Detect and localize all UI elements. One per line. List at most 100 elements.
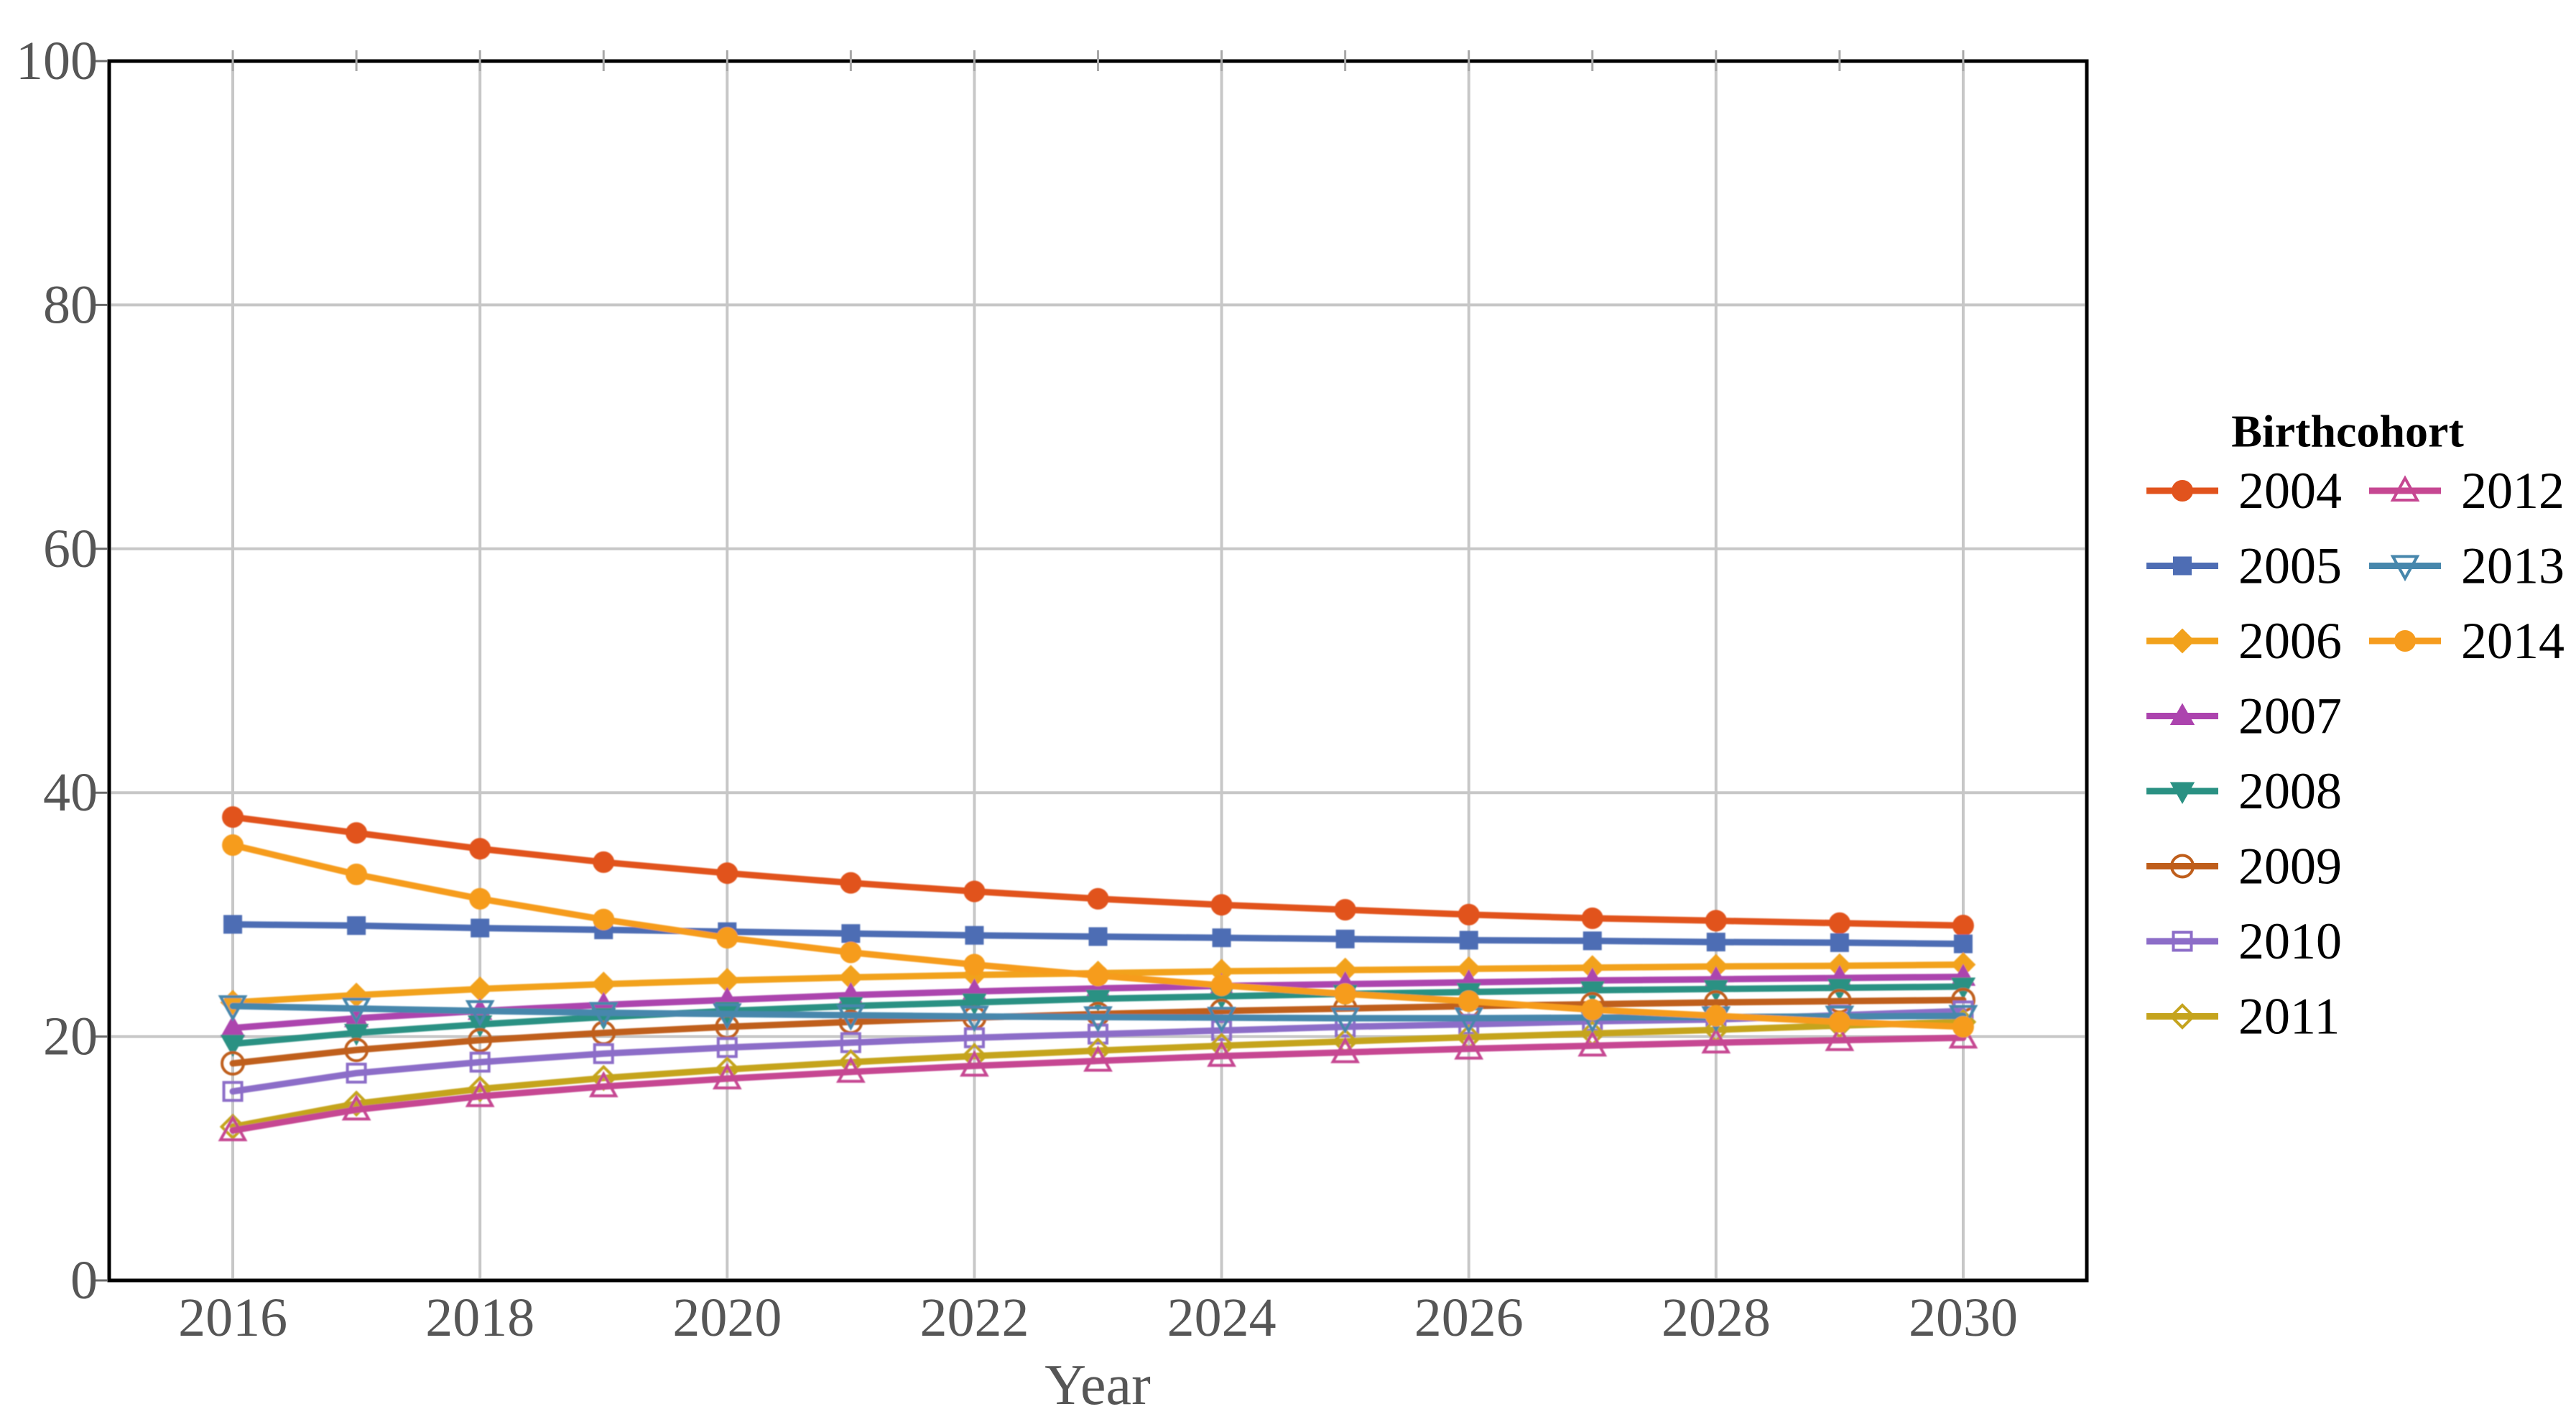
series-2004-marker-2016 bbox=[222, 806, 244, 828]
legend-swatch-marker-2010 bbox=[2172, 930, 2193, 952]
axis-ticks bbox=[92, 50, 1965, 1282]
legend-swatch-marker-2012 bbox=[2390, 475, 2420, 502]
series-2004-marker-2017 bbox=[346, 822, 368, 844]
series-2004-marker-2028 bbox=[1705, 910, 1727, 932]
legend-label-2010: 2010 bbox=[2238, 913, 2342, 970]
legend-item-2014: 2014 bbox=[2369, 612, 2565, 670]
series-2014-marker-2022 bbox=[963, 953, 986, 976]
series-2014-marker-2016 bbox=[222, 834, 244, 856]
series-2014-marker-2019 bbox=[593, 908, 615, 930]
series-2012-marker-2022 bbox=[960, 1050, 989, 1077]
series-2010-marker-2016 bbox=[222, 1081, 244, 1102]
y-tick-label-80: 80 bbox=[43, 274, 98, 335]
legend-label-2012: 2012 bbox=[2461, 462, 2565, 519]
series-2013-marker-2020 bbox=[712, 1003, 742, 1030]
series-2012-marker-2026 bbox=[1454, 1033, 1484, 1060]
series-2005-marker-2028 bbox=[1706, 933, 1725, 952]
series-2005-marker-2029 bbox=[1830, 933, 1849, 952]
series-2008-marker-2021 bbox=[838, 997, 863, 1020]
legend-label-2005: 2005 bbox=[2238, 537, 2342, 595]
series-2014-marker-2025 bbox=[1334, 983, 1356, 1005]
series-2014-marker-2030 bbox=[1952, 1016, 1974, 1038]
series-2005-marker-2026 bbox=[1459, 930, 1478, 950]
legend-swatch-marker-2014 bbox=[2394, 630, 2416, 652]
y-tick-label-0: 0 bbox=[70, 1250, 98, 1311]
series-2005-marker-2018 bbox=[471, 918, 490, 938]
legend-label-2007: 2007 bbox=[2238, 688, 2342, 745]
legend-swatch-marker-2007 bbox=[2169, 703, 2195, 725]
series-2004-marker-2024 bbox=[1210, 894, 1233, 916]
x-tick-label-2026: 2026 bbox=[1414, 1288, 1524, 1348]
series-2013-line bbox=[229, 1002, 1967, 1022]
series-2005-marker-2016 bbox=[223, 915, 243, 934]
legend: 2004 2005 2006 2007 2008 2009 2010 2011 2012 2013… bbox=[2146, 462, 2565, 1045]
series-2011-marker-2018 bbox=[466, 1076, 494, 1102]
series-2014-marker-2018 bbox=[469, 887, 491, 910]
series-2012-line bbox=[229, 1034, 1967, 1134]
legend-swatch-marker-2004 bbox=[2172, 480, 2193, 502]
series-2014-marker-2027 bbox=[1581, 999, 1603, 1021]
series-2005-marker-2017 bbox=[347, 916, 366, 936]
series-2009-marker-2017 bbox=[344, 1038, 369, 1063]
series-2009-marker-2016 bbox=[221, 1050, 246, 1076]
series-2013-marker-2023 bbox=[1083, 1006, 1113, 1033]
series-2014-marker-2024 bbox=[1210, 974, 1233, 997]
series-2005-marker-2025 bbox=[1335, 929, 1355, 948]
series-2009-marker-2018 bbox=[468, 1027, 493, 1053]
series-2014-marker-2021 bbox=[840, 941, 862, 964]
series-2008-marker-2027 bbox=[1580, 981, 1605, 1004]
series-2004-marker-2027 bbox=[1581, 907, 1603, 929]
series-2011-marker-2017 bbox=[343, 1090, 370, 1117]
series-2005-marker-2021 bbox=[841, 924, 861, 943]
y-tick-labels: 0 20 40 60 80 100 bbox=[16, 31, 98, 1311]
series-2010-marker-2017 bbox=[346, 1063, 367, 1084]
x-axis-label: Year bbox=[1044, 1354, 1150, 1417]
series-2006-marker-2017 bbox=[343, 982, 369, 1008]
series-2012-marker-2028 bbox=[1701, 1027, 1731, 1054]
series-2005-marker-2024 bbox=[1212, 928, 1231, 948]
series-2005-marker-2023 bbox=[1088, 927, 1108, 946]
y-tick-label-60: 60 bbox=[43, 519, 98, 579]
legend-item-2007: 2007 bbox=[2146, 688, 2342, 745]
series-2012-marker-2023 bbox=[1083, 1045, 1113, 1072]
series-2012-marker-2025 bbox=[1330, 1037, 1361, 1063]
series-2013-marker-2016 bbox=[218, 995, 248, 1022]
legend-label-2006: 2006 bbox=[2238, 612, 2342, 670]
series-2014-marker-2020 bbox=[716, 927, 738, 949]
series-2011-marker-2016 bbox=[219, 1113, 246, 1140]
series-2008-marker-2023 bbox=[1085, 989, 1111, 1012]
series-2013-marker-2017 bbox=[341, 997, 371, 1025]
series-2014 bbox=[222, 834, 1974, 1038]
series-2014-markers bbox=[222, 834, 1974, 1038]
series-2006-marker-2018 bbox=[467, 976, 493, 1002]
legend-label-2008: 2008 bbox=[2238, 762, 2342, 820]
series-2014-marker-2026 bbox=[1458, 990, 1480, 1012]
series-2012-marker-2029 bbox=[1825, 1025, 1855, 1051]
y-tick-label-20: 20 bbox=[43, 1007, 98, 1067]
series-2012-marker-2030 bbox=[1948, 1022, 1978, 1049]
series-2005-marker-2022 bbox=[965, 925, 984, 945]
series-2005-marker-2027 bbox=[1583, 931, 1602, 951]
x-tick-label-2024: 2024 bbox=[1167, 1288, 1277, 1348]
series-2010-marker-2018 bbox=[469, 1051, 491, 1073]
x-tick-labels: 2016 2018 2020 2022 2024 2026 2028 2030 bbox=[178, 1288, 2018, 1348]
series-2008-marker-2022 bbox=[962, 993, 987, 1016]
legend-swatch-marker-2008 bbox=[2169, 782, 2195, 805]
series-2012-marker-2017 bbox=[341, 1094, 371, 1121]
series-2013-marker-2021 bbox=[835, 1004, 866, 1031]
series-2004-marker-2018 bbox=[469, 838, 491, 860]
series-2013-marker-2024 bbox=[1207, 1007, 1236, 1033]
x-tick-label-2030: 2030 bbox=[1909, 1288, 2018, 1348]
legend-label-2004: 2004 bbox=[2238, 462, 2342, 519]
series-2004-marker-2029 bbox=[1828, 912, 1850, 934]
series-2010-marker-2023 bbox=[1088, 1023, 1108, 1045]
legend-label-2011: 2011 bbox=[2238, 988, 2340, 1045]
legend-label-2013: 2013 bbox=[2461, 537, 2565, 595]
series-2013-marker-2019 bbox=[588, 1002, 618, 1029]
series-2005-marker-2030 bbox=[1953, 934, 1973, 953]
legend-item-2013: 2013 bbox=[2369, 537, 2565, 595]
legend-item-2008: 2008 bbox=[2146, 762, 2342, 820]
x-tick-label-2020: 2020 bbox=[672, 1288, 782, 1348]
series-2012 bbox=[218, 1022, 1978, 1142]
